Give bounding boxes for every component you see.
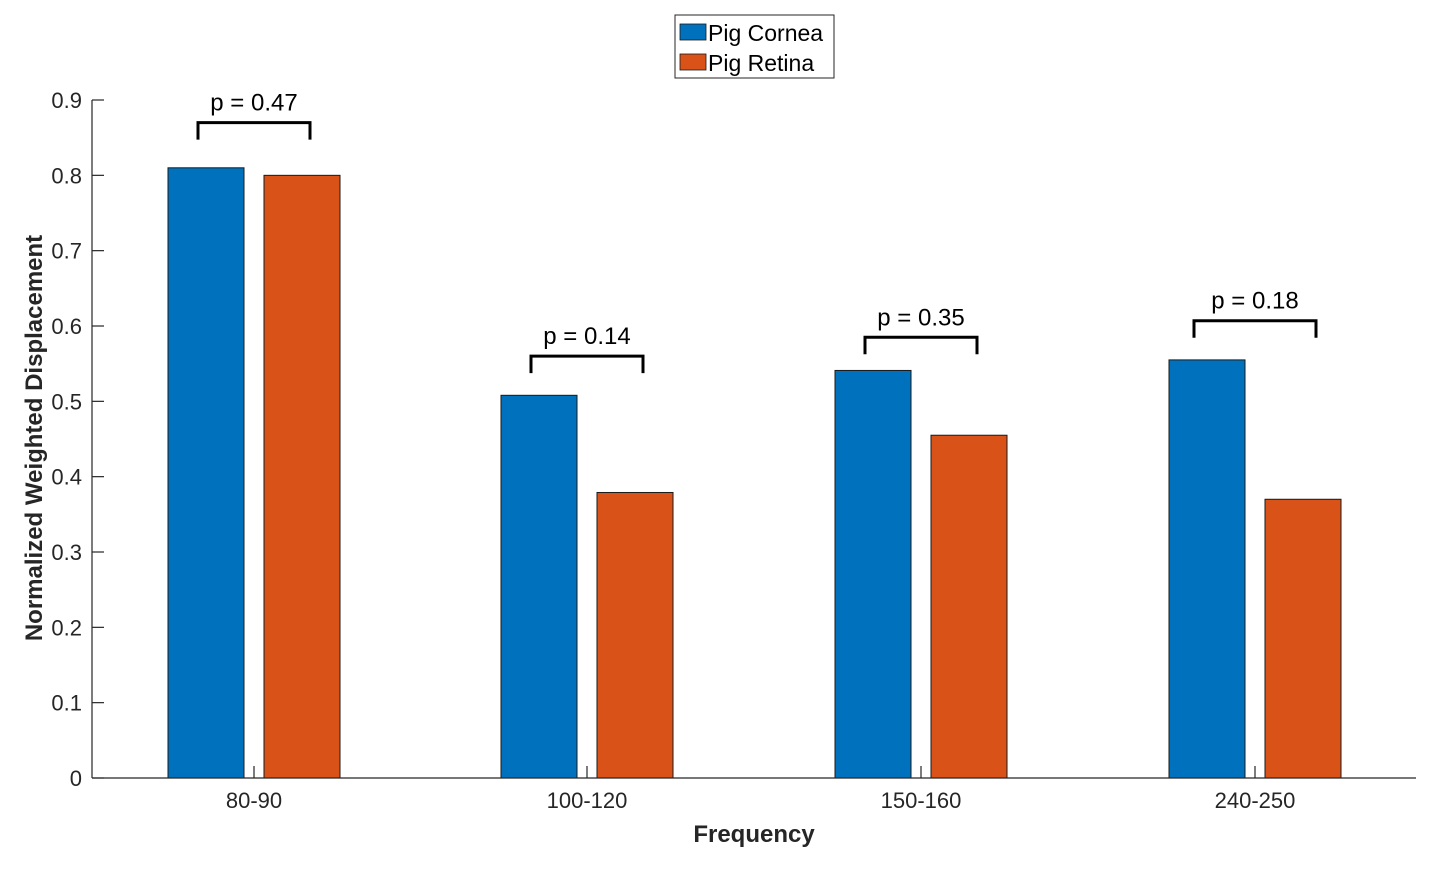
significance-bracket — [529, 354, 645, 374]
y-axis-title: Normalized Weighted Displacement — [21, 235, 48, 641]
p-value-label-150-160: p = 0.35 — [877, 304, 964, 331]
axes — [91, 100, 1416, 779]
significance-bracket — [863, 335, 979, 355]
significance-bracket — [196, 121, 312, 140]
y-tick-label: 0.2 — [51, 615, 82, 640]
bar-pig-retina-80-90 — [263, 174, 341, 779]
x-axis-ticks: 80-90 100-120 150-160 240-250 — [226, 766, 1296, 813]
significance-bracket — [1192, 319, 1318, 338]
y-tick-label: 0.9 — [51, 88, 82, 113]
y-axis-ticks: 0 0.1 0.2 0.3 0.4 0.5 0.6 0.7 0.8 0.9 — [51, 88, 104, 791]
bar-pig-cornea-80-90 — [167, 167, 245, 779]
legend-label-pig-retina: Pig Retina — [708, 50, 814, 76]
bar-pig-retina-100-120 — [596, 491, 674, 779]
y-tick-label: 0.6 — [51, 314, 82, 339]
p-value-label-100-120: p = 0.14 — [543, 323, 630, 350]
legend-swatch-pig-retina — [679, 53, 707, 71]
y-tick-label: 0.4 — [51, 465, 82, 490]
x-tick-label-240-250: 240-250 — [1215, 788, 1296, 813]
legend-swatch-pig-cornea — [679, 23, 707, 41]
y-tick-label: 0.1 — [51, 691, 82, 716]
y-tick-label: 0.8 — [51, 163, 82, 188]
bar-pig-cornea-240-250 — [1168, 359, 1246, 779]
y-tick-label: 0.5 — [51, 389, 82, 414]
bars — [167, 167, 1342, 779]
x-axis-title: Frequency — [693, 821, 815, 848]
y-tick-label: 0 — [70, 766, 82, 791]
x-tick-label-150-160: 150-160 — [881, 788, 962, 813]
y-tick-label: 0.7 — [51, 239, 82, 264]
legend-label-pig-cornea: Pig Cornea — [708, 20, 823, 46]
bar-pig-retina-240-250 — [1264, 498, 1342, 779]
bar-pig-cornea-150-160 — [834, 369, 912, 779]
legend: Pig Cornea Pig Retina — [674, 14, 835, 79]
bar-pig-cornea-100-120 — [500, 394, 578, 779]
y-tick-label: 0.3 — [51, 540, 82, 565]
x-tick-label-100-120: 100-120 — [547, 788, 628, 813]
x-tick-label-80-90: 80-90 — [226, 788, 282, 813]
p-value-label-240-250: p = 0.18 — [1211, 288, 1298, 315]
p-value-annotations: p = 0.47 p = 0.14 p = 0.35 p = 0.18 — [196, 90, 1318, 374]
p-value-label-80-90: p = 0.47 — [210, 90, 297, 117]
bar-pig-retina-150-160 — [930, 434, 1008, 779]
